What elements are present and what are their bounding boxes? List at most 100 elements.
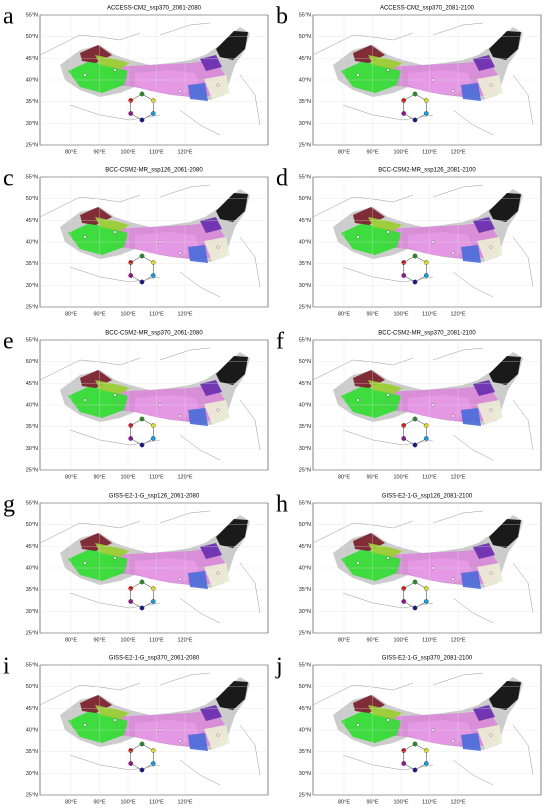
border-line [159, 347, 211, 361]
region [408, 395, 473, 420]
region [341, 711, 401, 743]
site-marker [216, 733, 220, 737]
border-line [39, 357, 141, 381]
region [461, 245, 481, 263]
lat-tick-label: 35°N [26, 749, 38, 755]
legend-dot [139, 253, 145, 259]
region [200, 217, 222, 233]
region [477, 75, 503, 99]
lon-tick-label: 80°E [338, 799, 350, 805]
border-line [39, 194, 141, 218]
lon-tick-label: 120°E [450, 149, 465, 155]
site-marker [356, 561, 360, 565]
legend-dot [150, 111, 156, 116]
region [135, 395, 200, 420]
region [204, 237, 230, 261]
lon-tick-label: 120°E [177, 311, 192, 317]
panel-title: GISS-E2-1-G_ssp370_2081-2100 [382, 656, 473, 662]
lat-tick-label: 40°N [26, 77, 38, 83]
region [68, 549, 128, 581]
legend-dot [423, 111, 429, 116]
site-marker [178, 739, 182, 743]
lon-tick-label: 80°E [65, 799, 77, 805]
lon-tick-label: 120°E [450, 311, 465, 317]
region [461, 83, 481, 101]
panel-letter: i [3, 654, 10, 680]
site-marker [83, 723, 87, 727]
region [188, 733, 208, 751]
site-marker [83, 398, 87, 402]
border-line [312, 520, 414, 544]
legend-dot [401, 748, 407, 753]
legend-dot [401, 761, 407, 766]
region [216, 681, 248, 710]
panel-letter: g [3, 492, 15, 518]
lon-tick-label: 100°E [120, 799, 135, 805]
lat-tick-label: 50°N [26, 34, 38, 40]
lon-tick-label: 80°E [338, 474, 350, 480]
region [477, 725, 503, 749]
legend-dot [401, 436, 407, 441]
legend-dot [412, 767, 418, 773]
site-marker [386, 230, 390, 234]
legend-dot [128, 586, 134, 591]
lat-tick-label: 45°N [299, 381, 311, 387]
map: 55°N 50°N 45°N 40°N 35°N 30°N 25°N 80°E 90°E 100°… [26, 12, 269, 155]
site-marker [386, 393, 390, 397]
region [204, 75, 230, 99]
border-line [512, 562, 534, 614]
region [95, 705, 130, 719]
lon-tick-label: 100°E [393, 311, 408, 317]
region [473, 217, 495, 233]
site-marker [451, 251, 455, 255]
region [216, 356, 248, 385]
site-marker [451, 739, 455, 743]
region [477, 237, 503, 261]
lat-tick-label: 25°N [26, 142, 38, 148]
site-marker [113, 230, 117, 234]
site-marker [83, 561, 87, 565]
lat-tick-label: 55°N [26, 12, 38, 18]
region [408, 558, 473, 583]
legend-dot [139, 767, 145, 773]
site-marker [356, 398, 360, 402]
legend-dot [412, 741, 418, 747]
legend-dot [412, 91, 418, 97]
border-line [179, 434, 221, 461]
site-marker [216, 571, 220, 575]
border-line [159, 22, 211, 36]
lat-tick-label: 50°N [26, 359, 38, 365]
site-marker [216, 83, 220, 87]
lon-tick-label: 120°E [177, 474, 192, 480]
panel-letter: j [275, 654, 283, 680]
legend-dot [401, 98, 407, 103]
panel-title: BCC-CSM2-MR_ssp126_2081-2100 [378, 168, 476, 174]
map: 55°N 50°N 45°N 40°N 35°N 30°N 25°N 80°E 90°E 100°… [299, 662, 542, 805]
legend-dot [401, 111, 407, 116]
legend-dot [401, 586, 407, 591]
site-marker [178, 577, 182, 581]
map: 55°N 50°N 45°N 40°N 35°N 30°N 25°N 80°E 90°E 100°… [299, 337, 542, 480]
site-marker [489, 83, 493, 87]
lat-tick-label: 30°N [299, 121, 311, 127]
region [95, 55, 130, 69]
region [341, 386, 401, 418]
lon-tick-label: 100°E [120, 149, 135, 155]
border-line [512, 399, 534, 451]
region [188, 245, 208, 263]
legend-dot [150, 436, 156, 441]
panel-letter: h [276, 492, 288, 518]
legend-dot [423, 260, 429, 265]
lat-tick-label: 25°N [26, 467, 38, 473]
region [135, 70, 200, 95]
region [200, 543, 222, 559]
site-marker [113, 68, 117, 72]
region [489, 193, 521, 222]
lon-tick-label: 90°E [94, 474, 106, 480]
region [368, 705, 403, 719]
border-line [159, 672, 211, 686]
border-line [312, 357, 414, 381]
panel-title: ACCESS-CM2_ssp370_2061-2080 [107, 6, 202, 12]
border-line [452, 109, 494, 136]
